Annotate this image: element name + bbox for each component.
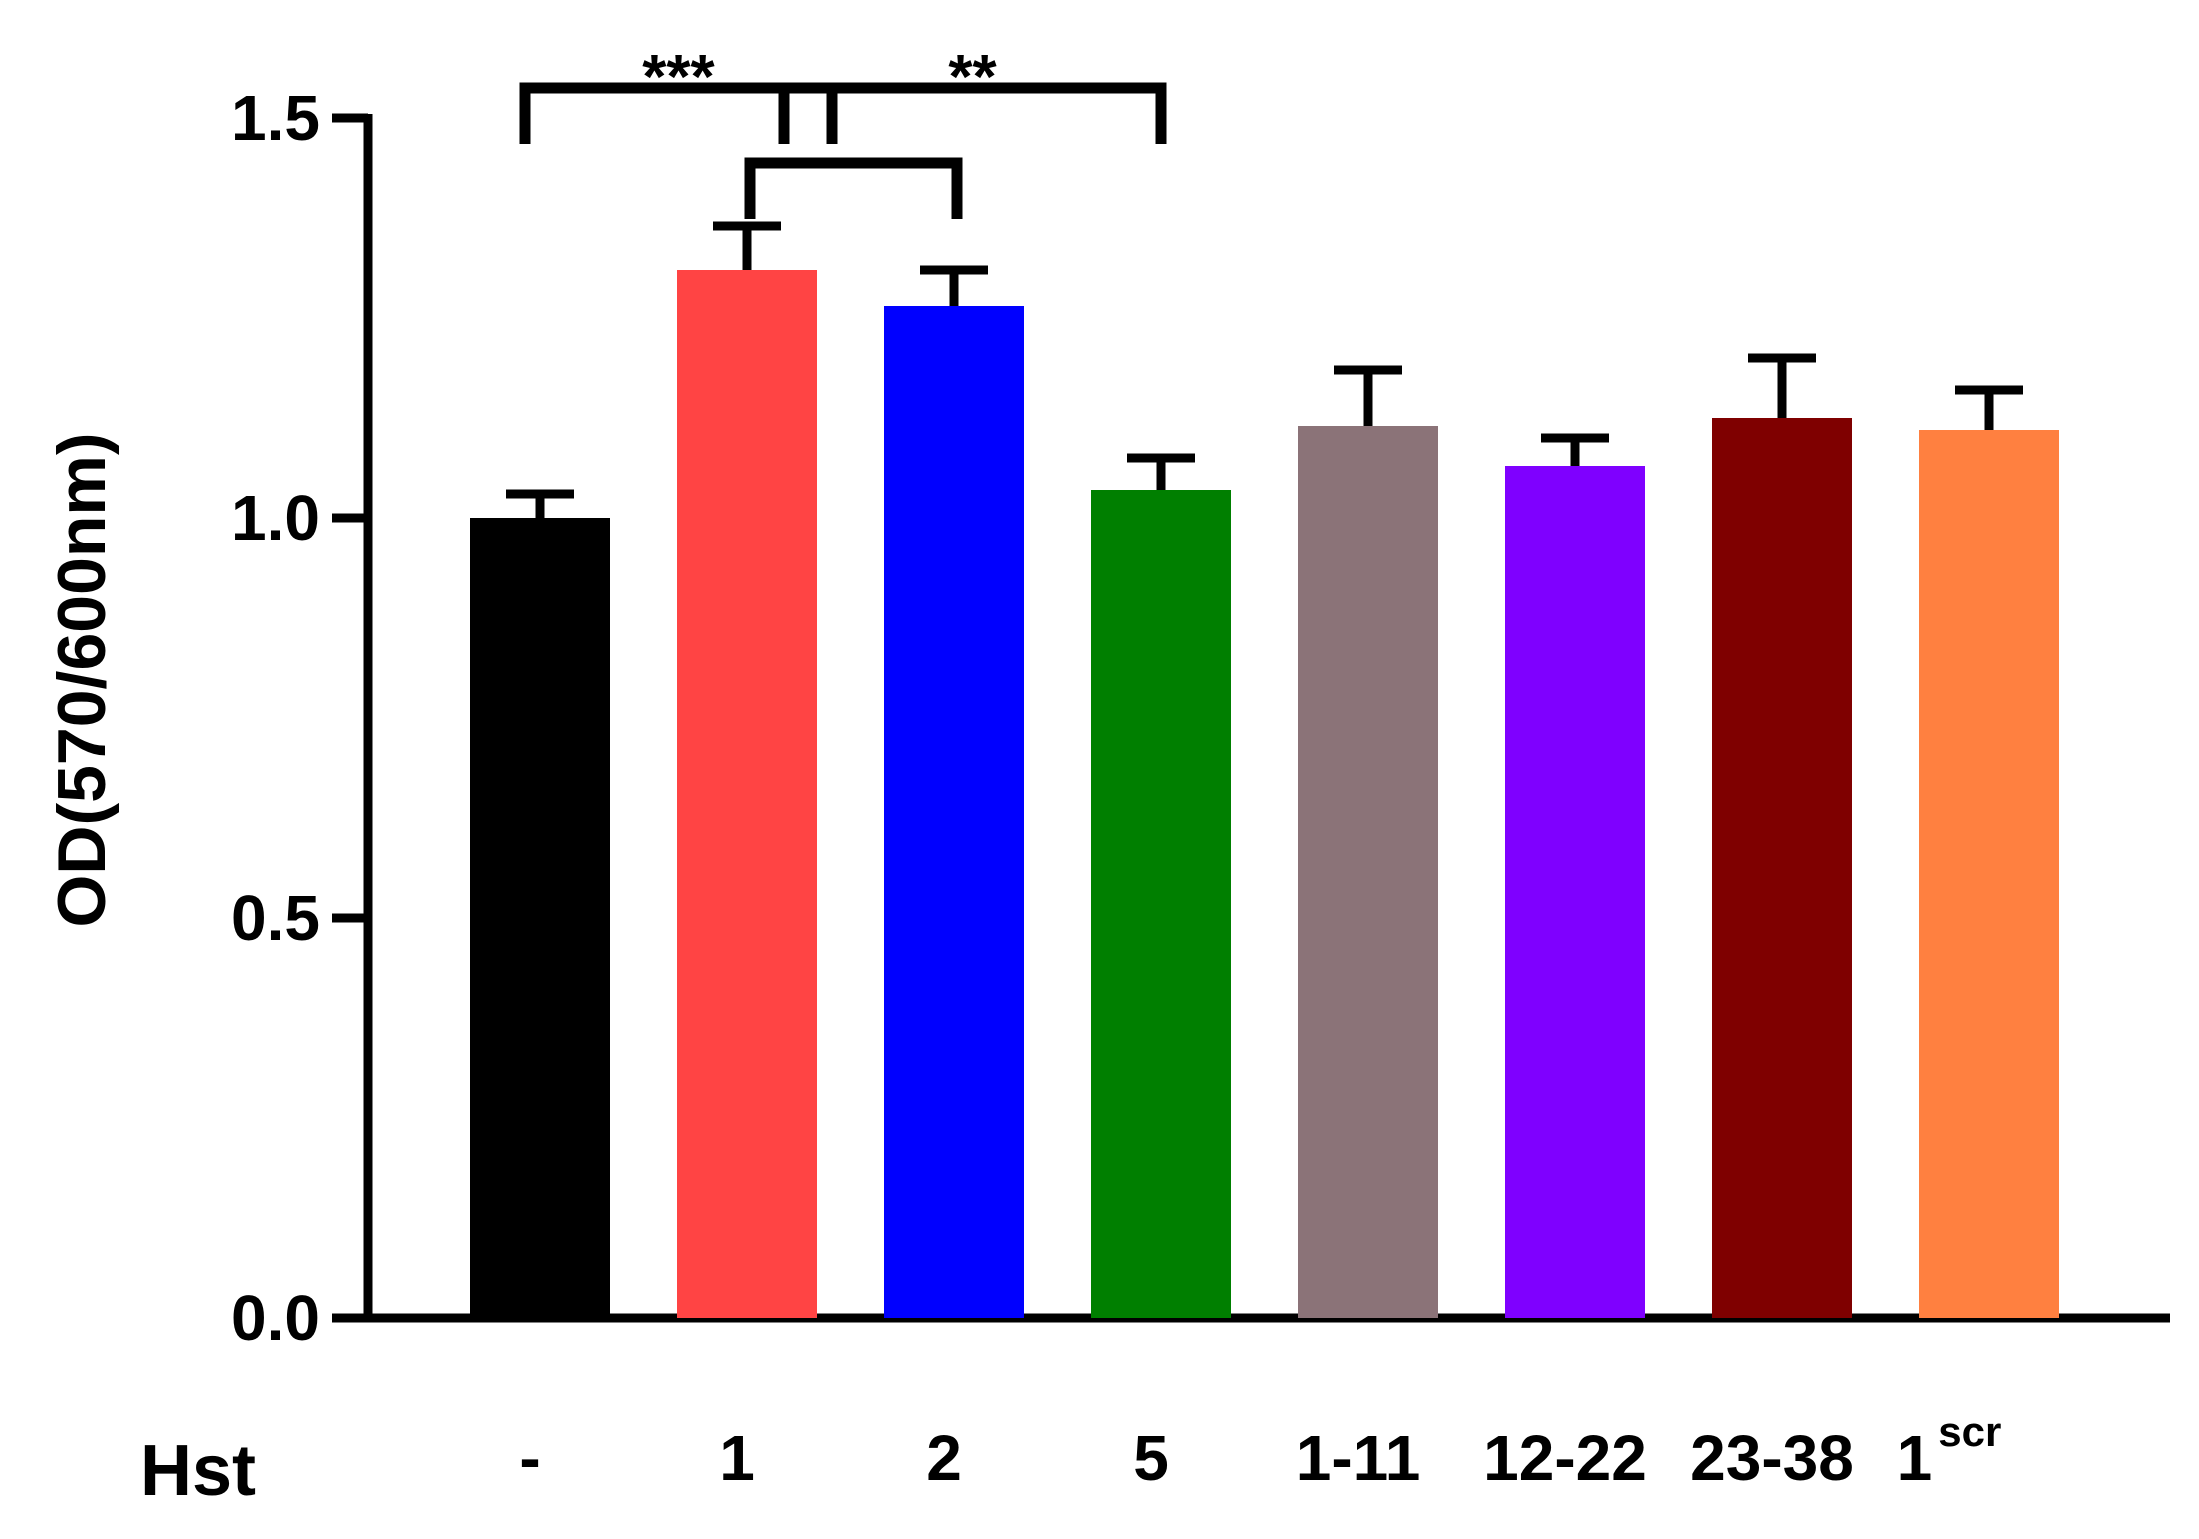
x-tick-label-text: 1 <box>719 1422 755 1494</box>
significance-label: *** <box>642 43 715 112</box>
significance-bracket <box>744 157 963 219</box>
y-tick-label: 0.5 <box>231 882 320 954</box>
bar <box>1712 418 1852 1318</box>
x-tick-label: - <box>519 1422 540 1494</box>
bar <box>1298 426 1438 1318</box>
x-tick-label: 5 <box>1133 1422 1169 1494</box>
bars <box>470 221 2059 1318</box>
x-tick-label: 23-38 <box>1690 1422 1854 1494</box>
x-axis: -1 2 5 1-11 12-22 23-38 1 scr <box>364 1286 2170 1494</box>
bar <box>1091 490 1231 1318</box>
x-tick-label: 1 <box>719 1422 755 1494</box>
x-tick-label: 1 scr <box>1897 1408 2002 1494</box>
bar <box>884 306 1024 1318</box>
y-tick-label: 0.0 <box>231 1282 320 1354</box>
x-tick-label-text: 1 <box>1897 1422 1933 1494</box>
x-tick-label-text: 12-22 <box>1483 1422 1647 1494</box>
x-tick-label-text: 5 <box>1133 1422 1169 1494</box>
x-tick-label-superscript: scr <box>1938 1408 2001 1455</box>
bar <box>1919 430 2059 1318</box>
bar <box>677 270 817 1318</box>
significance-brackets: *** ** <box>519 43 1167 219</box>
x-tick-label-text: 23-38 <box>1690 1422 1854 1494</box>
y-axis: 0.0 0.5 1.0 1.5 <box>231 82 373 1354</box>
x-tick-label-text: 2 <box>926 1422 962 1494</box>
bar <box>470 518 610 1318</box>
significance-bracket <box>778 82 1167 144</box>
x-row-label: Hst <box>140 1431 256 1511</box>
significance-bracket <box>519 82 838 144</box>
x-tick-label: 12-22 <box>1483 1422 1647 1494</box>
y-tick-label: 1.0 <box>231 482 320 554</box>
bar <box>1505 466 1645 1318</box>
x-tick-label: 1-11 <box>1296 1422 1421 1494</box>
y-axis-title: OD(570/600nm) <box>44 432 120 927</box>
significance-label: ** <box>948 43 997 112</box>
x-tick-label: 2 <box>926 1422 962 1494</box>
y-tick-label: 1.5 <box>231 82 320 154</box>
x-tick-label-text: 1-11 <box>1296 1422 1421 1494</box>
x-tick-label-text: - <box>519 1422 540 1494</box>
